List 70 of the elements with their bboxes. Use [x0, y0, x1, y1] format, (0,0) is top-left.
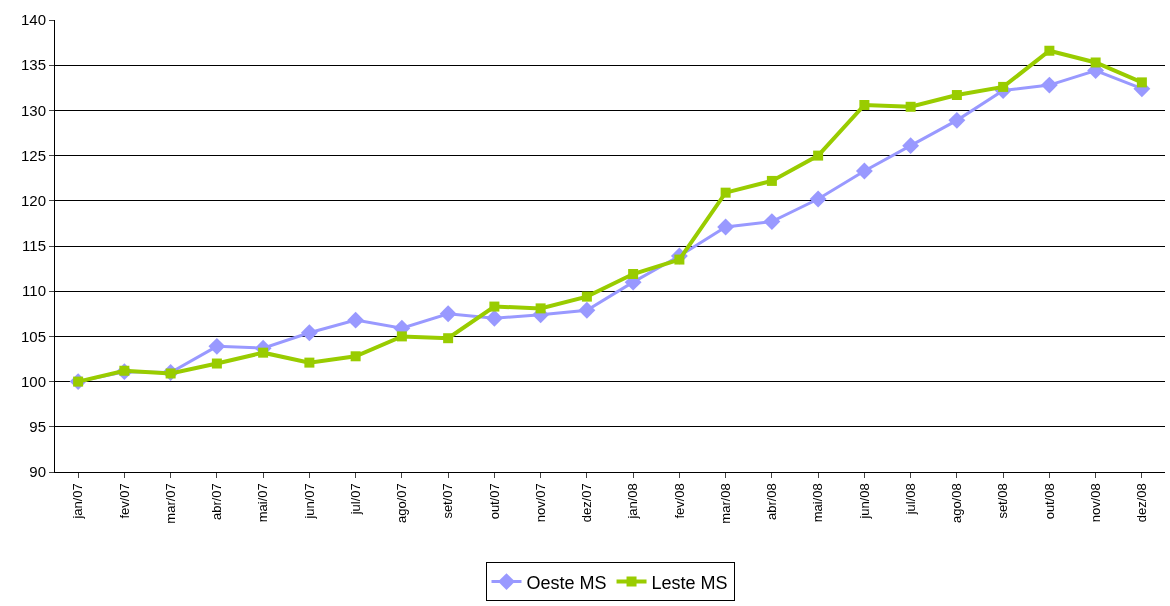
x-tick-label: set/07 [440, 483, 456, 519]
point [628, 269, 639, 280]
point [1040, 76, 1058, 94]
x-tick-label: nov/07 [532, 483, 548, 523]
y-tick-label: 90 [29, 463, 46, 481]
point [443, 333, 454, 344]
x-tick-label: fev/07 [116, 483, 132, 519]
x-tick-label: set/08 [995, 483, 1011, 519]
y-tick-label: 125 [20, 146, 46, 164]
point [208, 337, 226, 355]
point [485, 309, 503, 327]
point [211, 358, 222, 369]
point [347, 311, 365, 329]
x-tick-label: jun/08 [856, 483, 872, 520]
x-tick-label: abr/08 [764, 483, 780, 521]
point [948, 111, 966, 129]
point [855, 162, 873, 180]
point [300, 324, 318, 342]
point [350, 351, 361, 362]
point [1136, 77, 1147, 88]
y-tick-label: 115 [22, 237, 46, 255]
x-tick-label: dez/07 [579, 483, 595, 523]
legend-label: Oeste MS [526, 572, 607, 593]
point [578, 301, 596, 319]
y-tick-label: 95 [29, 418, 46, 436]
y-tick-label: 120 [20, 192, 46, 210]
x-tick-label: nov/08 [1087, 483, 1103, 523]
y-tick-label: 105 [20, 327, 46, 345]
x-tick-label: out/07 [486, 483, 502, 520]
point [1044, 45, 1055, 56]
point [951, 90, 962, 101]
point [304, 357, 315, 368]
point [396, 331, 407, 342]
point [717, 218, 735, 236]
x-tick-label: jun/07 [301, 483, 317, 520]
x-tick-label: jul/08 [902, 483, 918, 516]
x-tick-label: ago/07 [394, 483, 410, 523]
point [905, 101, 916, 112]
point [809, 190, 827, 208]
x-tick-label: jan/07 [70, 483, 86, 520]
legend-label: Leste MS [651, 572, 728, 593]
x-tick-label: fev/08 [671, 483, 687, 519]
x-tick-label: ago/08 [949, 483, 965, 523]
x-tick-label: mar/08 [717, 483, 733, 524]
x-tick-label: mai/07 [255, 483, 271, 523]
point [902, 137, 920, 155]
point [489, 301, 500, 312]
point [720, 187, 731, 198]
y-tick-label: 130 [20, 101, 46, 119]
x-tick-label: jul/07 [347, 483, 363, 516]
point [813, 150, 824, 161]
y-tick-label: 100 [20, 372, 46, 390]
point [763, 213, 781, 231]
y-tick-label: 110 [22, 282, 46, 300]
point [535, 303, 546, 314]
y-tick-label: 140 [20, 11, 46, 29]
point [439, 305, 457, 323]
point [766, 175, 777, 186]
y-tick-label: 135 [20, 56, 46, 74]
point [859, 99, 870, 110]
x-tick-label: jan/08 [625, 483, 641, 520]
x-tick-label: mai/08 [810, 483, 826, 523]
x-tick-label: mar/07 [162, 483, 178, 524]
x-tick-label: out/08 [1041, 483, 1057, 520]
x-tick-label: abr/07 [209, 483, 225, 521]
x-tick-label: dez/08 [1134, 483, 1150, 523]
point [258, 347, 269, 358]
point [581, 291, 592, 302]
point [1090, 57, 1101, 68]
point [998, 81, 1009, 92]
